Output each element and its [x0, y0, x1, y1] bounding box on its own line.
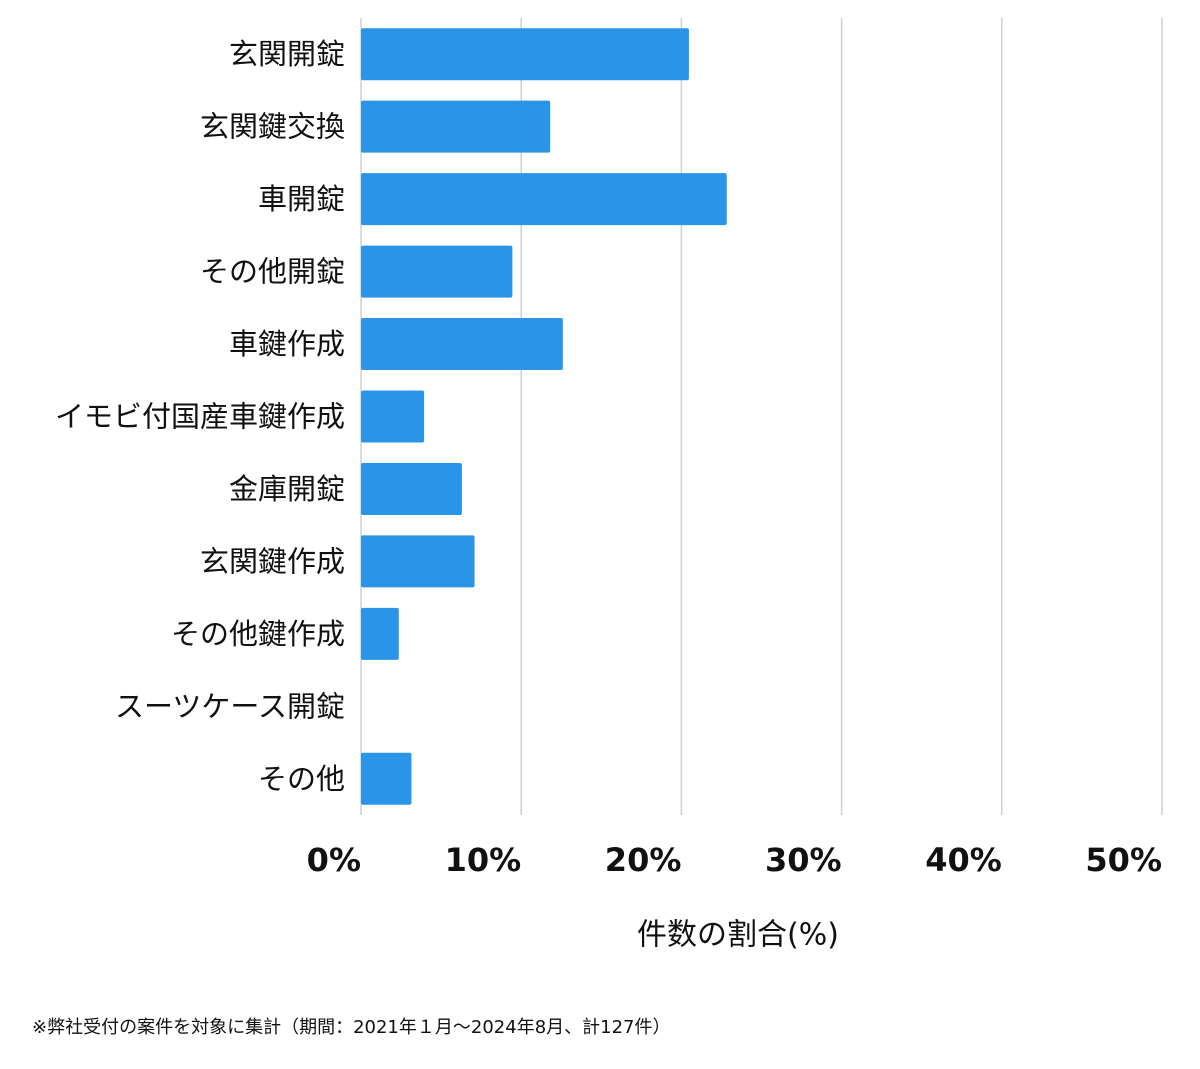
bar — [361, 535, 475, 588]
y-tick-label: 玄関開錠 — [229, 37, 345, 71]
y-tick-label: その他 — [258, 762, 345, 796]
bar — [361, 100, 551, 153]
y-tick-label: その他鍵作成 — [171, 617, 345, 651]
x-tick-label: 0% — [307, 841, 361, 879]
x-axis-title: 件数の割合(%) — [637, 918, 839, 953]
bar — [361, 245, 513, 298]
bar — [361, 173, 727, 226]
x-tick-label: 30% — [765, 841, 842, 879]
footnote: ※弊社受付の案件を対象に集計（期間：2021年１月〜2024年8月、計127件） — [32, 1017, 671, 1038]
bar — [361, 607, 399, 660]
y-tick-label: 玄関鍵作成 — [200, 544, 345, 578]
x-tick-label: 20% — [605, 841, 682, 879]
bar — [361, 28, 689, 81]
y-tick-label: 車鍵作成 — [229, 327, 345, 361]
x-tick-label: 40% — [925, 841, 1002, 879]
y-tick-label: その他開錠 — [200, 255, 345, 289]
y-tick-label: スーツケース開錠 — [115, 689, 345, 723]
y-tick-label: 金庫開錠 — [229, 472, 345, 506]
bar — [361, 462, 462, 515]
x-tick-label: 10% — [445, 841, 522, 879]
bar — [361, 390, 425, 443]
bar — [361, 752, 412, 805]
y-tick-label: 車開錠 — [258, 182, 345, 216]
x-tick-label: 50% — [1085, 841, 1162, 879]
y-tick-label: 玄関鍵交換 — [200, 110, 345, 144]
bar — [361, 318, 563, 371]
y-tick-label: イモビ付国産車鍵作成 — [55, 400, 345, 434]
